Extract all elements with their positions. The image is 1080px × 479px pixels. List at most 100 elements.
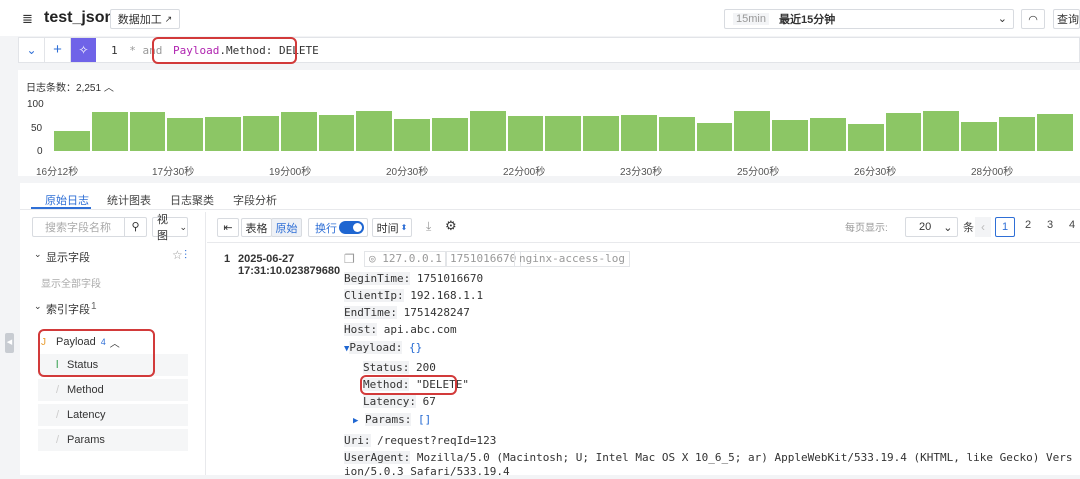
tab-0[interactable]: 原始日志	[45, 195, 89, 207]
histogram-bar[interactable]	[205, 116, 241, 151]
time-sort-button[interactable]: 时间 ⬍	[372, 218, 412, 237]
plus-icon: +	[53, 41, 62, 58]
histogram-bar[interactable]	[545, 115, 582, 151]
sidebar-collapse-handle[interactable]: ◀	[5, 333, 14, 353]
histogram-bar[interactable]	[507, 116, 544, 151]
copy-icon[interactable]: ❐	[344, 252, 355, 266]
wrap-toggle[interactable]: 换行	[308, 218, 368, 237]
tab-2[interactable]: 日志聚类	[170, 195, 214, 207]
field-status[interactable]: l Status	[38, 354, 188, 376]
field-key: ClientIp:	[344, 289, 404, 302]
chevron-up-icon[interactable]: ︿	[103, 83, 114, 94]
histogram-bar[interactable]	[318, 114, 355, 151]
histogram-bar[interactable]	[658, 117, 695, 151]
histogram-bar[interactable]	[280, 111, 317, 151]
histogram-bar[interactable]	[129, 111, 166, 151]
field-name: Status	[67, 359, 99, 371]
histogram-bar[interactable]	[885, 112, 922, 151]
histogram-bar[interactable]	[999, 117, 1035, 151]
field-uri: Uri: /request?reqId=123	[344, 434, 496, 447]
field-payload[interactable]: ▼Payload: {}	[344, 341, 422, 354]
time-range-select[interactable]: 15min 最近15分钟 ⌄	[724, 9, 1014, 29]
chevron-down-icon[interactable]: ⌄	[34, 249, 42, 259]
histogram-bar[interactable]	[394, 119, 430, 151]
page-1[interactable]: 1	[995, 217, 1015, 237]
per-page-select[interactable]: 20 ⌄	[905, 217, 958, 237]
histogram-bar[interactable]	[810, 117, 846, 151]
field-params[interactable]: / Params	[38, 429, 188, 451]
field-key: Method:	[363, 378, 410, 391]
histogram-bar[interactable]	[356, 111, 393, 151]
histogram-bar[interactable]	[772, 119, 808, 151]
add-button[interactable]: +	[45, 38, 71, 62]
star-icon[interactable]: ☆	[172, 248, 183, 262]
field-begintime: BeginTime: 1751016670	[344, 272, 483, 285]
collapse-button[interactable]: ⌄	[19, 38, 45, 62]
log-count: 2,251	[76, 83, 102, 94]
field-value: /request?reqId=123	[377, 434, 497, 447]
x-tick: 26分30秒	[854, 167, 897, 178]
field-value: 1751428247	[403, 306, 470, 319]
tab-3[interactable]: 字段分析	[233, 195, 277, 207]
histogram-bar[interactable]	[1036, 114, 1073, 151]
gear-icon[interactable]: ⚙	[445, 218, 457, 233]
x-tick: 25分00秒	[737, 167, 780, 178]
number-type-icon: l	[56, 359, 59, 371]
field-payload[interactable]: J Payload 4 ︿	[38, 332, 188, 352]
histogram-bar[interactable]	[243, 116, 279, 151]
query-input[interactable]: 1 * and Payload.Method: DELETE	[111, 44, 319, 57]
histogram-bar[interactable]	[696, 122, 733, 151]
count-label: 日志条数：	[26, 83, 76, 94]
field-params[interactable]: ▶ Params: []	[353, 413, 431, 426]
refresh-gauge-button[interactable]: ◠	[1021, 9, 1045, 29]
histogram-bar[interactable]	[621, 115, 657, 151]
x-tick: 22分00秒	[503, 167, 546, 178]
page-4[interactable]: 4	[1069, 219, 1076, 231]
histogram-bar[interactable]	[923, 110, 960, 151]
highlight-box	[152, 37, 297, 64]
field-latency[interactable]: / Latency	[38, 404, 188, 426]
histogram-bar[interactable]	[469, 110, 506, 151]
field-method[interactable]: / Method	[38, 379, 188, 401]
collapse-sidebar-button[interactable]: ⇤	[217, 218, 239, 237]
view-select[interactable]: 视图 ⌄	[152, 214, 188, 242]
magic-wand-icon: ✧	[78, 43, 89, 57]
active-tab-indicator	[31, 207, 91, 209]
histogram-bar[interactable]	[432, 118, 468, 151]
page-3[interactable]: 3	[1047, 219, 1054, 231]
prev-page-button[interactable]: ‹	[975, 217, 991, 237]
table-view-button[interactable]: 表格	[241, 218, 272, 237]
search-icon[interactable]: ⚲	[124, 218, 146, 236]
indent-icon: ⇤	[223, 222, 233, 234]
tab-1[interactable]: 统计图表	[107, 195, 151, 207]
histogram-bar[interactable]	[54, 130, 90, 151]
ai-assist-button[interactable]: ✧	[71, 38, 96, 62]
wrap-label: 换行	[315, 222, 337, 235]
settings-sliders-icon[interactable]: ⫶	[184, 248, 188, 262]
chevron-down-icon[interactable]: ⌄	[34, 301, 42, 311]
histogram-bar[interactable]	[847, 123, 884, 151]
histogram-bar[interactable]	[961, 122, 997, 151]
highlight-box	[38, 329, 155, 377]
field-key: EndTime:	[344, 306, 397, 319]
shown-fields-heading: 显示字段	[46, 252, 90, 264]
query-condition: .Method: DELETE	[219, 44, 319, 57]
histogram-bar[interactable]	[167, 118, 204, 151]
chevron-down-icon: ⌄	[179, 221, 187, 232]
histogram-bar[interactable]	[91, 111, 128, 151]
divider	[20, 209, 1080, 210]
data-process-button[interactable]: 数据加工 ↗	[110, 9, 180, 29]
y-tick: 50	[31, 123, 43, 134]
time-sort-label: 时间	[376, 222, 399, 235]
database-icon: ≣	[22, 11, 33, 26]
field-key: Status:	[363, 361, 410, 374]
query-button[interactable]: 查询	[1053, 9, 1080, 29]
page-2[interactable]: 2	[1025, 219, 1032, 231]
field-search-input[interactable]: 搜索字段名称 ⚲	[32, 217, 147, 237]
show-all-fields-link[interactable]: 显示全部字段	[41, 279, 101, 290]
field-latency: Latency: 67	[363, 395, 436, 408]
raw-view-button[interactable]: 原始	[271, 218, 302, 237]
histogram-bar[interactable]	[583, 115, 619, 151]
download-icon[interactable]: ⤓	[426, 219, 432, 233]
histogram-bar[interactable]	[734, 110, 771, 151]
